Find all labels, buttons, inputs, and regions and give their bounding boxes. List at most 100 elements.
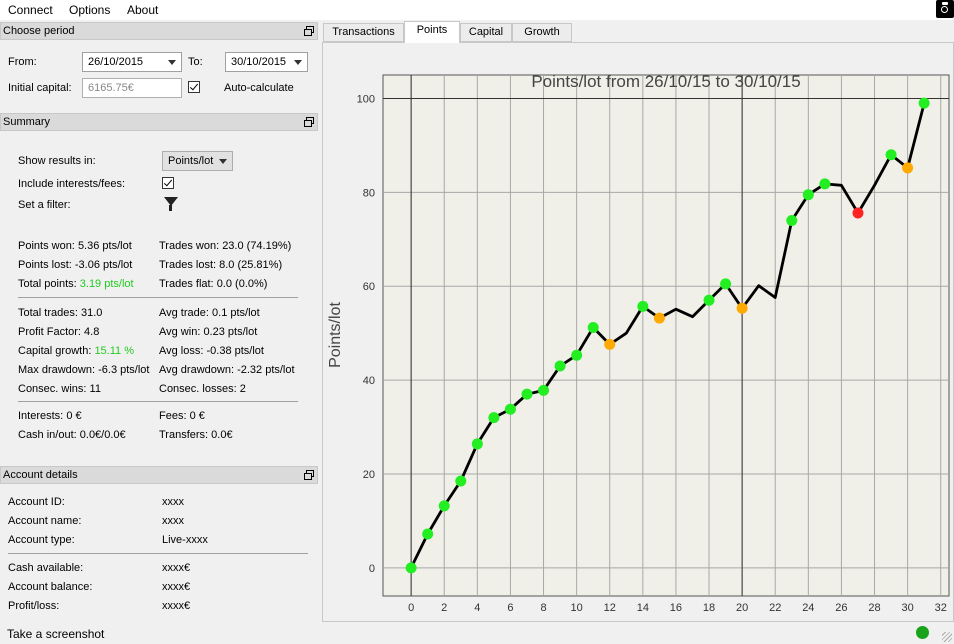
stat-left-8: Interests: 0 € (18, 410, 82, 422)
y-tick-label: 60 (363, 281, 375, 293)
menu-connect[interactable]: Connect (8, 3, 53, 17)
stat-label: Transfers: (159, 429, 209, 441)
stat-value: 0 € (66, 410, 82, 422)
stat-value: 15.11 % (94, 345, 134, 357)
connection-status-icon (916, 626, 929, 639)
data-point (571, 349, 583, 361)
stat-value: 0.0 (0.0%) (216, 278, 268, 290)
y-axis-label: Points/lot (327, 302, 344, 368)
tab-capital[interactable]: Capital (460, 23, 512, 42)
to-date-value: 30/10/2015 (231, 56, 287, 68)
stat-right-5: Avg loss: -0.38 pts/lot (159, 345, 264, 357)
camera-icon[interactable] (936, 0, 954, 18)
summary-title: Summary (3, 116, 51, 128)
summary-header: Summary (0, 113, 318, 131)
stat-left-5: Capital growth: 15.11 % (18, 345, 134, 357)
set-filter-label: Set a filter: (18, 199, 71, 211)
tab-points[interactable]: Points (404, 21, 460, 43)
y-tick-label: 80 (363, 187, 375, 199)
data-point (653, 312, 665, 324)
data-point (554, 360, 566, 372)
stat-label: Fees: (159, 410, 187, 422)
tab-growth[interactable]: Growth (512, 23, 572, 42)
account-details-header: Account details (0, 466, 318, 484)
x-tick-label: 32 (935, 602, 947, 614)
show-results-select[interactable]: Points/lot (162, 151, 233, 171)
data-point (587, 322, 599, 334)
stat-label: Profit Factor: (18, 326, 81, 338)
points-chart: 0 2 4 6 8 10 12 14 16 18 20 22 24 26 28 30 3202040608010… (327, 72, 950, 614)
stat-label: Trades won: (159, 240, 220, 252)
stat-right-7: Consec. losses: 2 (159, 383, 246, 395)
stat-value: 31.0 (80, 307, 103, 319)
x-tick-label: 8 (540, 602, 546, 614)
stat-value: -6.3 pts/lot (98, 364, 150, 376)
account-row-value: xxxx (162, 515, 184, 527)
stat-value: -0.38 pts/lot (206, 345, 264, 357)
data-point (802, 189, 814, 201)
stat-left-6: Max drawdown: -6.3 pts/lot (18, 364, 149, 376)
stat-left-0: Points won: 5.36 pts/lot (18, 240, 132, 252)
menu-bar: Connect Options About (0, 0, 954, 20)
stat-value: 2 (239, 383, 246, 395)
initial-capital-input[interactable]: 6165.75€ (82, 78, 182, 98)
include-interests-checkbox[interactable] (162, 177, 174, 189)
data-point (422, 528, 434, 540)
stat-right-9: Transfers: 0.0€ (159, 429, 233, 441)
data-point (471, 438, 483, 450)
from-date-value: 26/10/2015 (88, 56, 144, 68)
data-point (521, 388, 533, 400)
stat-value: 0 € (189, 410, 205, 422)
summary-divider (18, 297, 298, 298)
resize-grip-icon[interactable] (942, 632, 952, 642)
stat-value: 0.23 pts/lot (203, 326, 258, 338)
status-text[interactable]: Take a screenshot (7, 627, 105, 641)
x-tick-label: 6 (507, 602, 513, 614)
account-row-value: Live-xxxx (162, 534, 208, 546)
data-point (885, 149, 897, 161)
data-point (604, 338, 616, 350)
stat-label: Points lost: (18, 259, 72, 271)
y-tick-label: 20 (363, 469, 375, 481)
stat-value: 8.0 (25.81%) (219, 259, 283, 271)
restore-icon[interactable] (304, 117, 314, 127)
from-date-picker[interactable]: 26/10/2015 (82, 52, 182, 72)
account-details-title: Account details (3, 469, 78, 481)
data-point (438, 500, 450, 512)
menu-options[interactable]: Options (69, 3, 111, 17)
from-label: From: (8, 56, 37, 68)
x-tick-label: 4 (474, 602, 480, 614)
stat-left-4: Profit Factor: 4.8 (18, 326, 99, 338)
data-point (405, 562, 417, 574)
account-row-label: Profit/loss: (8, 600, 60, 612)
stat-value: 3.19 pts/lot (79, 278, 134, 290)
restore-icon[interactable] (304, 26, 314, 36)
x-tick-label: 20 (736, 602, 748, 614)
chevron-down-icon (168, 60, 176, 65)
stat-label: Capital growth: (18, 345, 92, 357)
stat-label: Trades lost: (159, 259, 217, 271)
menu-about[interactable]: About (127, 3, 159, 17)
data-point (786, 215, 798, 227)
account-row-value: xxxx (162, 496, 184, 508)
to-date-picker[interactable]: 30/10/2015 (225, 52, 308, 72)
restore-icon[interactable] (304, 470, 314, 480)
chevron-down-icon (219, 159, 227, 164)
data-point (504, 403, 516, 415)
auto-calculate-label: Auto-calculate (224, 82, 294, 94)
data-point (703, 294, 715, 306)
x-tick-label: 30 (902, 602, 914, 614)
x-tick-label: 22 (769, 602, 781, 614)
initial-capital-value: 6165.75€ (88, 82, 134, 94)
filter-icon[interactable] (164, 197, 178, 206)
tab-transactions[interactable]: Transactions (323, 23, 404, 42)
auto-calculate-checkbox[interactable] (188, 81, 200, 93)
stat-label: Max drawdown: (18, 364, 96, 376)
summary-divider (18, 401, 298, 402)
stat-left-2: Total points: 3.19 pts/lot (18, 278, 134, 290)
stat-right-0: Trades won: 23.0 (74.19%) (159, 240, 291, 252)
stat-value: 0.1 pts/lot (212, 307, 260, 319)
status-bar: Take a screenshot (0, 622, 954, 644)
x-tick-label: 12 (604, 602, 616, 614)
